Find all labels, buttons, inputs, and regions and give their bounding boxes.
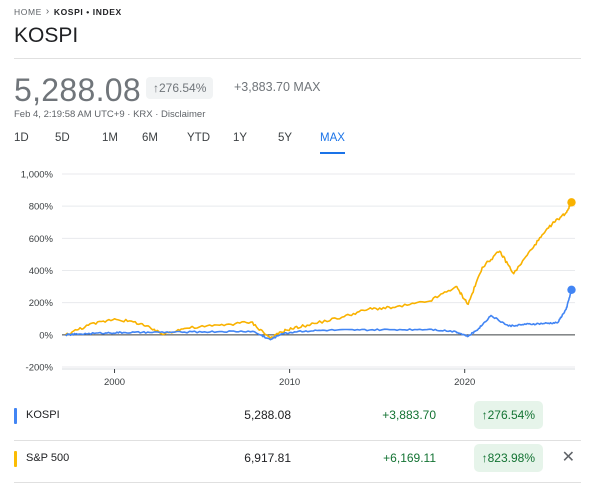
y-tick-label: 800% — [29, 202, 54, 213]
series-change-absolute: +6,169.11 — [383, 451, 436, 465]
divider — [14, 440, 581, 441]
series-line-kospi — [65, 289, 573, 341]
tab-5y[interactable]: 5Y — [278, 132, 293, 144]
x-tick-label: 2020 — [454, 377, 475, 388]
price-chart[interactable]: 1,000% 800% 600% 400% 200% 0% -200% 2000 2010 202… — [0, 160, 595, 388]
tab-6m[interactable]: 6M — [142, 132, 158, 144]
comparison-row[interactable]: KOSPI 5,288.08 +3,883.70 ↑276.54% — [14, 398, 581, 438]
series-value: 6,917.81 — [244, 451, 291, 465]
comparison-row[interactable]: S&P 500 6,917.81 +6,169.11 ↑823.98% ✕ — [14, 441, 581, 481]
x-tick-label: 2010 — [279, 377, 300, 388]
y-tick-label: 400% — [29, 266, 54, 277]
series-name: KOSPI — [26, 409, 60, 421]
divider — [14, 58, 581, 59]
series-color-swatch — [14, 408, 17, 424]
tab-1m[interactable]: 1M — [102, 132, 118, 144]
change-percent-badge: ↑276.54% — [146, 77, 214, 99]
y-tick-label: 200% — [29, 298, 54, 309]
quote-meta[interactable]: Feb 4, 2:19:58 AM UTC+9 · KRX · Disclaim… — [14, 109, 206, 120]
divider — [14, 482, 581, 483]
y-tick-label: -200% — [26, 363, 54, 374]
close-icon[interactable]: ✕ — [561, 449, 575, 466]
series-change-percent: ↑823.98% — [473, 444, 543, 472]
tab-1d[interactable]: 1D — [14, 132, 29, 144]
series-color-swatch — [14, 451, 17, 467]
tab-ytd[interactable]: YTD — [187, 132, 210, 144]
series-line-s-p-500 — [64, 201, 573, 339]
series-value: 5,288.08 — [244, 408, 291, 422]
page-title: KOSPI — [14, 24, 79, 47]
y-tick-label: 600% — [29, 234, 54, 245]
series-end-point — [567, 198, 576, 207]
tab-max[interactable]: MAX — [320, 132, 345, 154]
chevron-right-icon: › — [45, 6, 50, 17]
current-price: 5,288.08 — [14, 72, 141, 108]
series-name: S&P 500 — [26, 452, 70, 464]
breadcrumb-current: KOSPI • INDEX — [53, 6, 122, 17]
tab-5d[interactable]: 5D — [55, 132, 70, 144]
y-tick-label: 0% — [39, 330, 53, 341]
tab-1y[interactable]: 1Y — [233, 132, 248, 144]
series-end-point — [567, 285, 576, 294]
breadcrumb-home[interactable]: HOME — [14, 6, 42, 17]
change-absolute: +3,883.70 MAX — [234, 80, 321, 94]
series-change-percent: ↑276.54% — [473, 401, 543, 429]
x-tick-label: 2000 — [104, 377, 125, 388]
breadcrumb: HOME › KOSPI • INDEX — [14, 6, 122, 17]
y-tick-label: 1,000% — [21, 170, 54, 181]
series-change-absolute: +3,883.70 — [382, 408, 436, 422]
